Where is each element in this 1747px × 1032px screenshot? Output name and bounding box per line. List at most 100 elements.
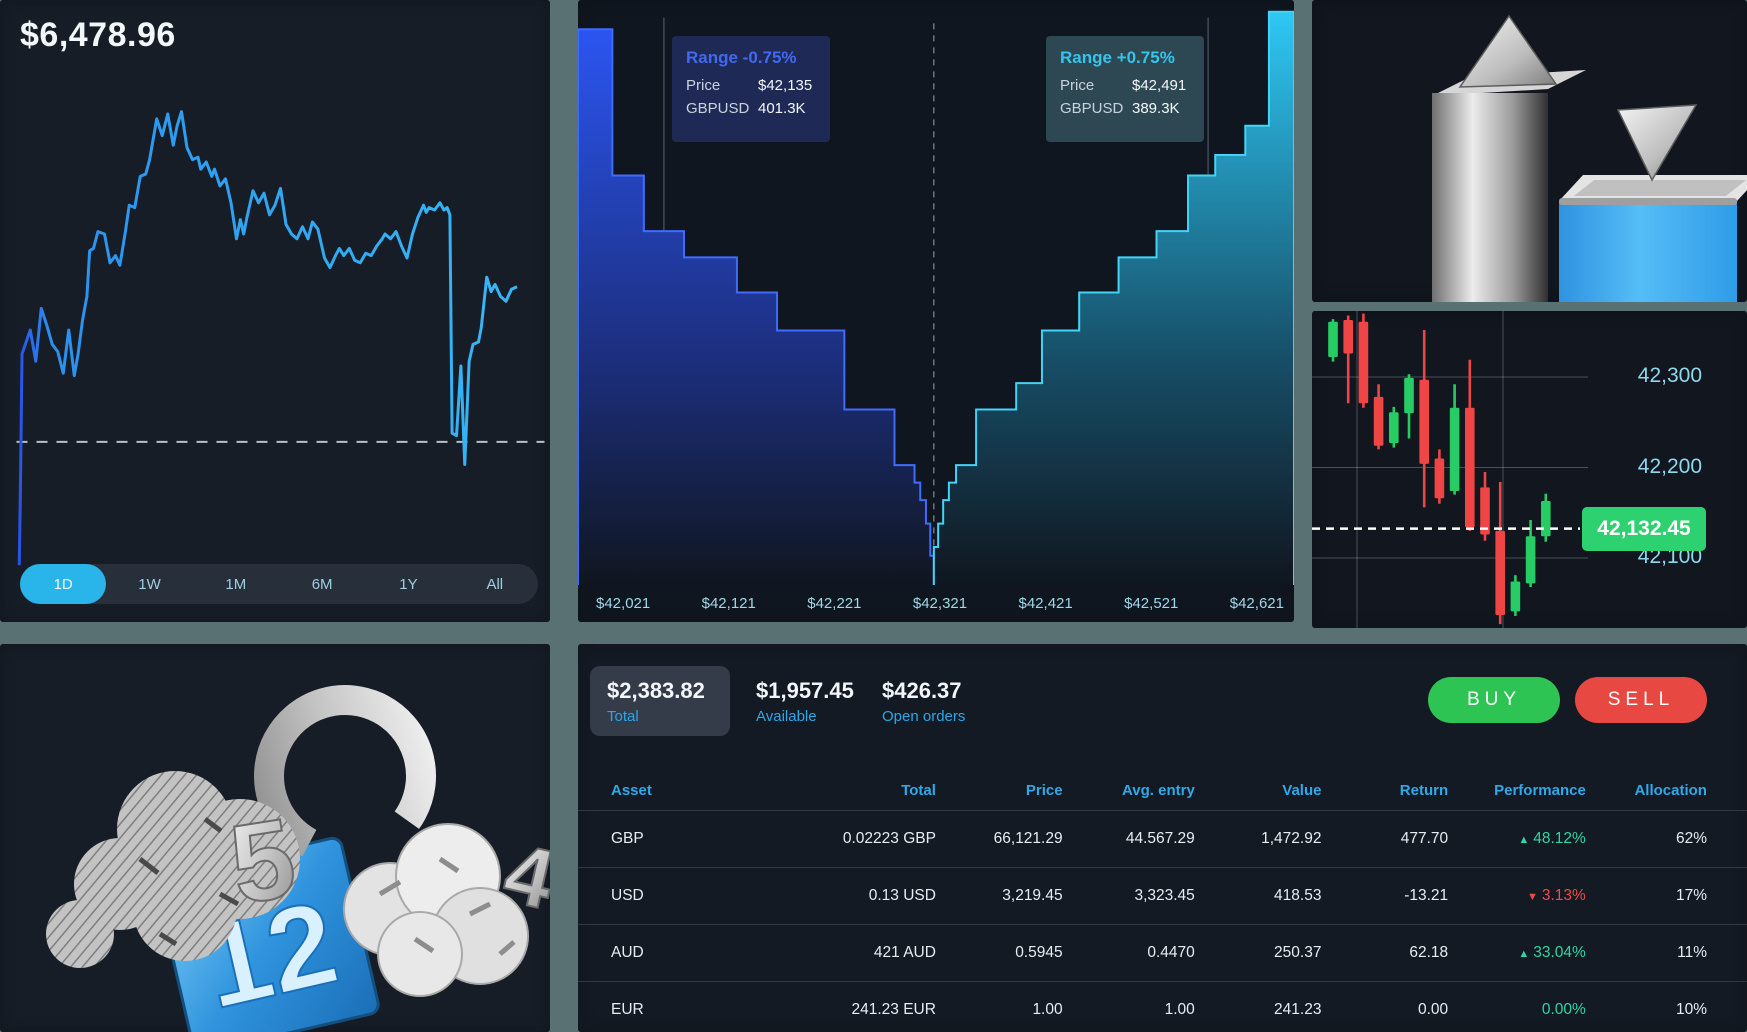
- up-arrow-prism: [1458, 14, 1558, 88]
- summary-available[interactable]: $1,957.45 Available: [756, 666, 854, 736]
- allocation-cell: 17%: [1675, 887, 1707, 904]
- performance-cell: ▲ 33.04%: [1518, 944, 1586, 961]
- range-button-1d[interactable]: 1D: [20, 564, 107, 604]
- performance-cell: ▲ 48.12%: [1518, 830, 1586, 847]
- short-pillar-front-face: [1559, 201, 1737, 302]
- range-button-6m[interactable]: 6M: [279, 564, 365, 604]
- cell: 1.00: [1032, 1001, 1063, 1018]
- total-label: Total: [607, 707, 639, 725]
- down-arrow-prism: [1616, 104, 1698, 182]
- candle-body: [1510, 581, 1521, 612]
- column-header-return: Return: [1399, 781, 1449, 799]
- short-pillar-top-inner: [1574, 180, 1746, 196]
- summary-total-card[interactable]: $2,383.82 Total: [590, 666, 730, 736]
- range-button-all[interactable]: All: [452, 564, 538, 604]
- sell-button[interactable]: SELL: [1575, 677, 1707, 723]
- chrome-numbers-illustration: 12 5 4: [46, 685, 550, 1032]
- cell: 477.70: [1400, 830, 1449, 847]
- cell: 1,472.92: [1261, 830, 1322, 847]
- short-pillar-rim-edge: [1559, 198, 1737, 205]
- ask-range-title: Range +0.75%: [1060, 48, 1175, 67]
- range-button-1w[interactable]: 1W: [106, 564, 192, 604]
- asks-depth-outline: [934, 12, 1294, 585]
- depth-axis-label: $42,521: [1124, 595, 1179, 612]
- ask-price-row: Price $42,491: [1060, 77, 1187, 94]
- cell: 241.23: [1274, 1001, 1322, 1018]
- performance-cell: ▼ 3.13%: [1526, 887, 1586, 904]
- cell: -13.21: [1404, 887, 1449, 904]
- column-header-value: Value: [1282, 781, 1322, 799]
- column-header-price: Price: [1025, 781, 1063, 799]
- tall-pillar-front-face: [1432, 93, 1548, 302]
- brain-blob-right: [343, 823, 529, 997]
- holding-row-aud[interactable]: AUD 421 AUD 0.5945 0.4470 250.37 62.18 ▲ 33.04%…: [578, 924, 1747, 981]
- brain-blob-left: [46, 771, 300, 968]
- candle-body: [1495, 530, 1505, 616]
- open-orders-label: Open orders: [882, 707, 966, 725]
- depth-axis-label: $42,021: [596, 595, 651, 612]
- candle-body: [1480, 487, 1490, 535]
- open-orders-value: $426.37: [882, 677, 962, 703]
- cell: 241.23 EUR: [851, 1001, 936, 1018]
- allocation-cell: 10%: [1675, 1001, 1707, 1018]
- buy-button[interactable]: BUY: [1428, 677, 1560, 723]
- allocation-cell: 62%: [1675, 830, 1707, 847]
- holdings-table: Asset Total Price Avg. entry Value Return Perf…: [578, 770, 1747, 1032]
- price-gridline-label: 42,300: [1637, 364, 1702, 387]
- cell: EUR: [611, 1001, 644, 1018]
- cell: AUD: [611, 944, 644, 961]
- bid-range-tooltip: Range -0.75% Price $42,135 GBPUSD 401.3K: [672, 36, 830, 142]
- range-button-1m[interactable]: 1M: [193, 564, 279, 604]
- holding-row-eur[interactable]: EUR 241.23 EUR 1.00 1.00 241.23 0.00 0.00% 10%: [578, 981, 1747, 1032]
- balance-line-series: [19, 112, 517, 566]
- metal-pillars-illustration: [1432, 14, 1747, 302]
- column-header-performance: Performance: [1494, 781, 1586, 799]
- candle-body: [1328, 321, 1338, 358]
- last-price-badge: 42,132.45: [1582, 506, 1706, 551]
- balance-line-chart: [0, 90, 550, 570]
- candlestick-chart: [1312, 311, 1588, 628]
- ask-range-tooltip: Range +0.75% Price $42,491 GBPUSD 389.3K: [1046, 36, 1204, 142]
- cell: 62.18: [1409, 944, 1449, 961]
- cubes-illustration-panel: [1312, 0, 1747, 302]
- candle-body: [1358, 321, 1369, 404]
- allocation-cell: 11%: [1677, 944, 1707, 961]
- depth-axis-label: $42,221: [807, 595, 862, 612]
- bid-range-title: Range -0.75%: [686, 48, 797, 67]
- cell: 0.13 USD: [868, 887, 936, 904]
- figures-illustration-panel: 12 5 4: [0, 644, 550, 1032]
- candle-body: [1525, 536, 1536, 584]
- time-range-selector: 1D 1W 1M 6M 1Y All: [20, 564, 538, 604]
- cell: USD: [611, 887, 644, 904]
- cell: 44.567.29: [1125, 830, 1195, 847]
- cell: 0.4470: [1147, 944, 1195, 961]
- candle-body: [1449, 407, 1460, 492]
- cell: 1.00: [1164, 1001, 1195, 1018]
- candle-body: [1465, 407, 1475, 528]
- holding-row-usd[interactable]: USD 0.13 USD 3,219.45 3,323.45 418.53 -13.21 ▼…: [578, 867, 1747, 924]
- bid-price-row: Price $42,135: [686, 77, 813, 94]
- portfolio-panel: $2,383.82 Total $1,957.45 Available $426…: [578, 644, 1747, 1032]
- up-triangle-icon: ▲: [1518, 834, 1530, 846]
- summary-open-orders[interactable]: $426.37 Open orders: [882, 666, 965, 736]
- cell: 66,121.29: [993, 830, 1063, 847]
- range-button-1y[interactable]: 1Y: [365, 564, 451, 604]
- asks-depth-area: [933, 11, 1294, 585]
- cell: 3,323.45: [1134, 887, 1195, 904]
- depth-axis-label: $42,421: [1018, 595, 1073, 612]
- candlestick-panel: 42,300 42,200 42,100 42,132.45: [1312, 311, 1747, 628]
- down-triangle-icon: ▼: [1526, 891, 1538, 903]
- total-value: $2,383.82: [607, 677, 705, 703]
- holding-row-gbp[interactable]: GBP 0.02223 GBP 66,121.29 44.567.29 1,472.92…: [578, 810, 1747, 867]
- order-book-depth-chart: [578, 0, 1294, 585]
- chrome-number-4: 4: [496, 825, 550, 927]
- ask-volume-row: GBPUSD 389.3K: [1060, 100, 1180, 117]
- column-header-avg-entry: Avg. entry: [1122, 781, 1195, 799]
- column-header-allocation: Allocation: [1634, 781, 1707, 799]
- up-triangle-icon: ▲: [1518, 948, 1530, 960]
- candle-body: [1373, 396, 1384, 446]
- cell: 250.37: [1274, 944, 1322, 961]
- candle-body: [1434, 458, 1445, 499]
- cell: 0.5945: [1015, 944, 1063, 961]
